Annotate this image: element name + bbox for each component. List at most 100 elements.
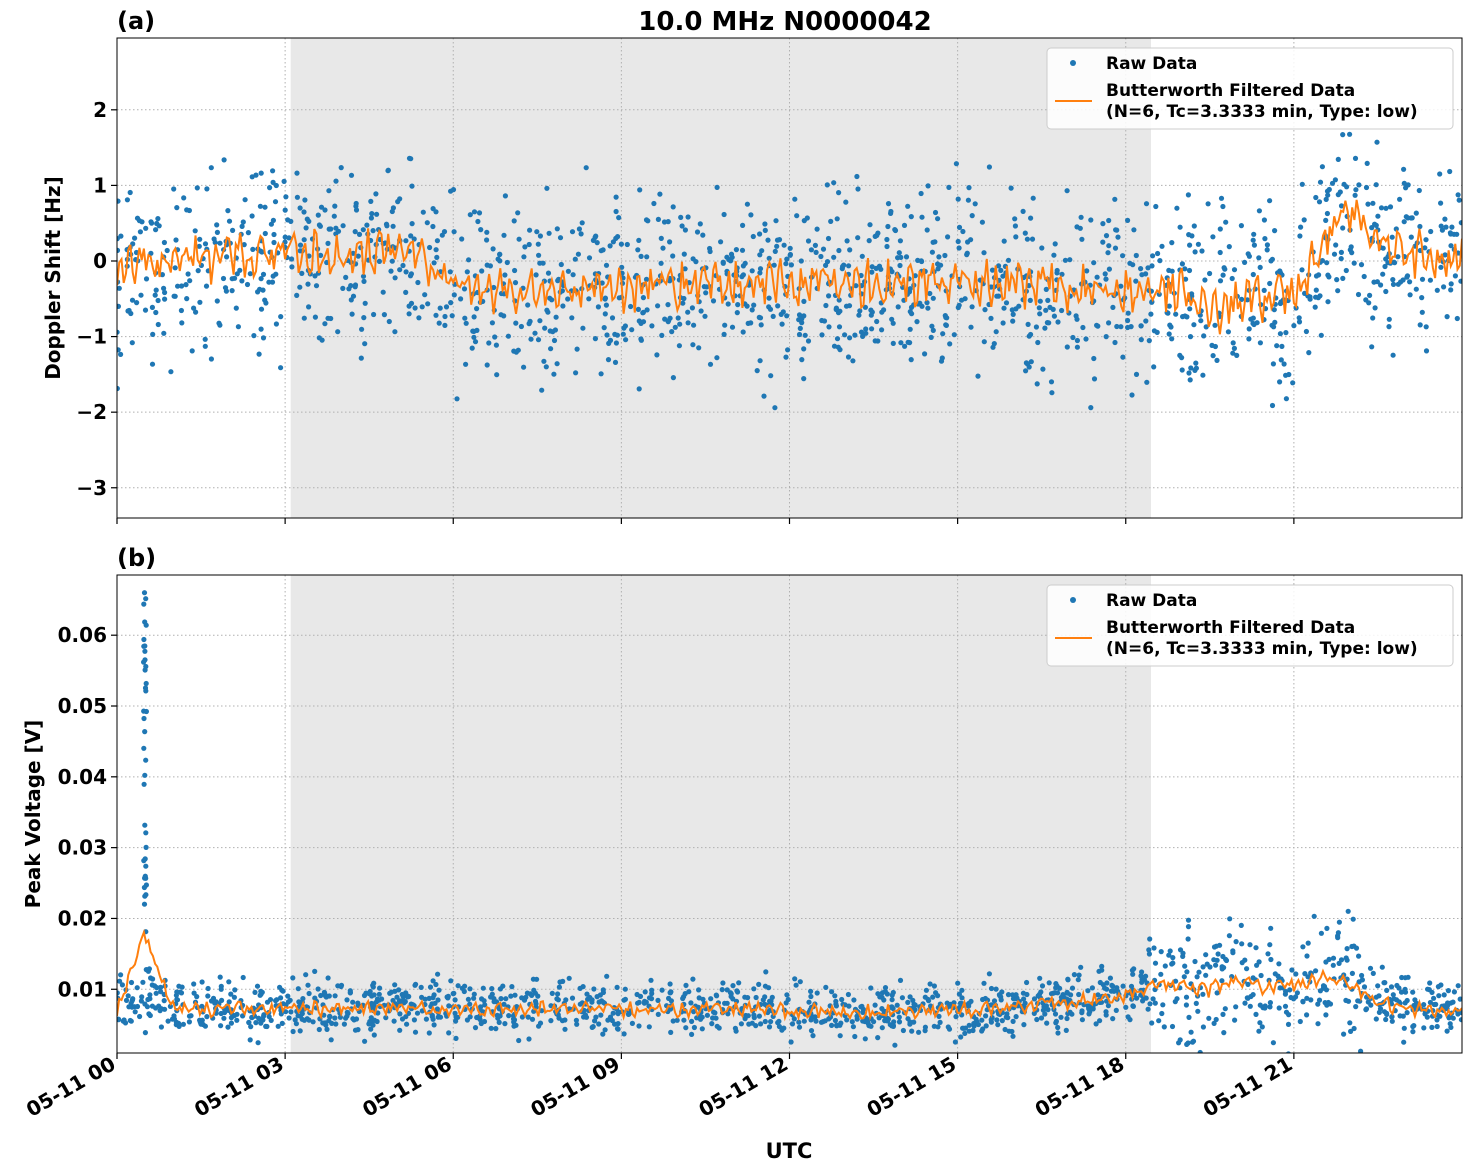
raw-data-point <box>1384 1011 1390 1018</box>
raw-data-point <box>142 856 148 862</box>
raw-data-point <box>285 999 291 1005</box>
raw-data-point <box>1358 1048 1364 1053</box>
raw-data-point <box>797 979 803 985</box>
raw-data-point <box>1448 243 1454 249</box>
raw-data-point <box>1245 251 1251 257</box>
raw-data-point <box>1226 244 1232 250</box>
raw-data-point <box>498 312 504 318</box>
raw-data-point <box>1127 260 1133 266</box>
raw-data-point <box>1130 1003 1136 1010</box>
raw-data-point <box>1307 296 1313 302</box>
raw-data-point <box>1370 200 1376 206</box>
raw-data-point <box>981 250 987 256</box>
raw-data-point <box>680 995 686 1002</box>
raw-data-point <box>837 347 843 353</box>
raw-data-point <box>548 1018 554 1024</box>
raw-data-point <box>453 1018 459 1024</box>
raw-data-point <box>1403 185 1409 191</box>
raw-data-point <box>951 332 957 338</box>
raw-data-point <box>1396 985 1402 991</box>
raw-data-point <box>490 246 496 252</box>
raw-data-point <box>981 339 987 345</box>
raw-data-point <box>766 255 772 261</box>
raw-data-point <box>1065 976 1071 982</box>
raw-data-point <box>489 986 495 992</box>
raw-data-point <box>781 242 787 248</box>
raw-data-point <box>885 201 892 207</box>
raw-data-point <box>1106 320 1112 326</box>
raw-data-point <box>651 200 657 207</box>
legend-filtered-label: Butterworth Filtered Data <box>1106 618 1355 638</box>
raw-data-point <box>313 283 320 289</box>
raw-data-point <box>1029 236 1036 242</box>
raw-data-point <box>1345 908 1351 914</box>
raw-data-point <box>937 1019 943 1025</box>
raw-data-point <box>1139 979 1145 985</box>
raw-data-point <box>1106 243 1112 249</box>
raw-data-point <box>1112 196 1118 202</box>
raw-data-point <box>350 250 356 256</box>
raw-data-point <box>149 1003 155 1009</box>
raw-data-point <box>325 240 331 246</box>
raw-data-point <box>1170 960 1176 966</box>
raw-data-point <box>919 258 925 265</box>
raw-data-point <box>353 203 359 209</box>
raw-data-point <box>338 983 344 990</box>
raw-data-point <box>433 981 439 988</box>
raw-data-point <box>1318 332 1324 338</box>
raw-data-point <box>1186 267 1193 274</box>
raw-data-point <box>498 290 505 297</box>
raw-data-point <box>118 233 124 239</box>
raw-data-point <box>1149 1020 1155 1026</box>
raw-data-point <box>1316 997 1323 1003</box>
raw-data-point <box>369 211 375 217</box>
raw-data-point <box>1051 313 1057 319</box>
raw-data-point <box>812 242 819 248</box>
raw-data-point <box>1245 981 1251 988</box>
raw-data-point <box>867 222 873 228</box>
raw-data-point <box>930 994 936 1000</box>
raw-data-point <box>1269 256 1275 262</box>
raw-data-point <box>685 320 691 326</box>
raw-data-point <box>866 238 872 244</box>
raw-data-point <box>604 332 610 338</box>
plot-area <box>117 131 1462 411</box>
raw-data-point <box>1146 338 1152 344</box>
x-tick-label: 05-11 12 <box>694 1052 792 1122</box>
raw-data-point <box>1220 1011 1226 1018</box>
raw-data-point <box>675 315 681 321</box>
raw-data-point <box>475 218 481 225</box>
raw-data-point <box>328 226 334 232</box>
raw-data-point <box>1347 131 1353 137</box>
raw-data-point <box>843 199 849 205</box>
raw-data-point <box>1350 916 1356 922</box>
raw-data-point <box>889 269 895 275</box>
raw-data-point <box>239 223 245 229</box>
raw-data-point <box>610 1010 616 1016</box>
raw-data-point <box>1324 1002 1330 1008</box>
raw-data-point <box>1373 994 1379 1000</box>
raw-data-point <box>1458 220 1462 226</box>
raw-data-point <box>644 307 650 313</box>
raw-data-point <box>876 263 883 269</box>
raw-data-point <box>220 275 227 282</box>
raw-data-point <box>258 248 264 254</box>
raw-data-point <box>553 314 559 320</box>
raw-data-point <box>833 305 840 311</box>
raw-data-point <box>333 1021 339 1027</box>
raw-data-point <box>1267 1000 1273 1006</box>
raw-data-point <box>1206 1015 1212 1021</box>
raw-data-point <box>476 210 483 216</box>
raw-data-point <box>144 1004 150 1010</box>
raw-data-point <box>965 239 971 245</box>
raw-data-point <box>1407 292 1413 298</box>
raw-data-point <box>118 972 124 978</box>
raw-data-point <box>550 329 556 335</box>
raw-data-point <box>1407 279 1413 285</box>
raw-data-point <box>930 239 936 245</box>
raw-data-point <box>193 309 199 315</box>
raw-data-point <box>638 336 644 342</box>
raw-data-point <box>301 237 307 243</box>
raw-data-point <box>1257 264 1263 270</box>
raw-data-point <box>917 300 923 306</box>
